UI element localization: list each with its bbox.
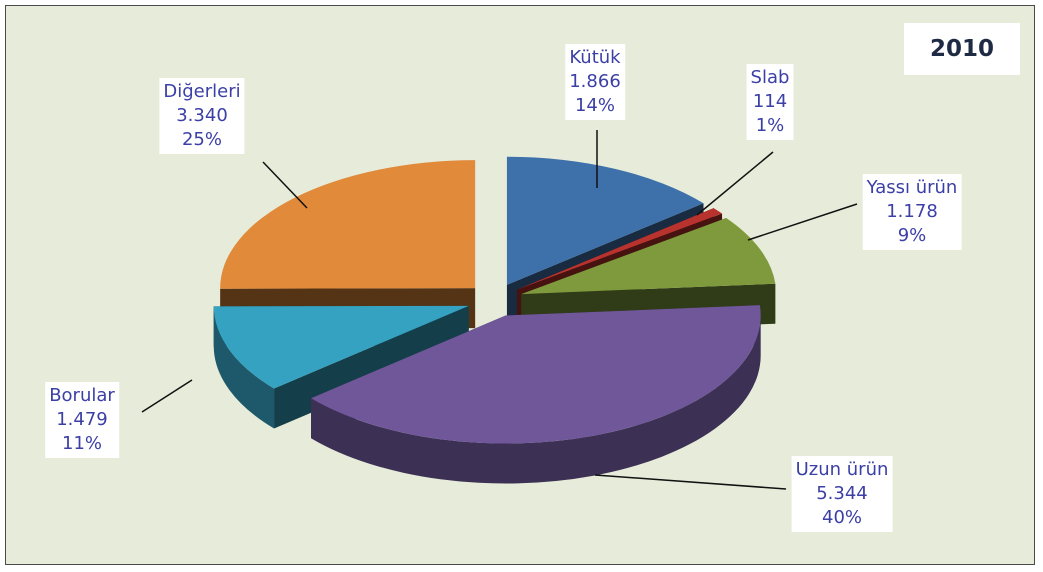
slice-value: 1.479 <box>56 409 108 430</box>
data-label-2: Yassı ürün 1.178 9% <box>862 174 962 250</box>
data-label-4: Borular 1.479 11% <box>45 382 119 458</box>
slice-top-2 <box>521 217 776 295</box>
slice-name: Yassı ürün <box>866 177 958 198</box>
pie-slice-5 <box>220 160 476 329</box>
slice-percent: 14% <box>574 95 615 116</box>
data-label-5: Diğerleri 3.340 25% <box>159 78 245 154</box>
slice-name: Slab <box>750 67 790 88</box>
slice-top-5 <box>220 160 476 289</box>
slice-value: 1.178 <box>886 201 938 222</box>
slice-value: 1.866 <box>569 71 621 92</box>
leader-line-4 <box>141 379 193 413</box>
slice-name: Kütük <box>569 47 621 68</box>
slice-top-3 <box>311 305 761 444</box>
data-label-1: Slab 114 1% <box>746 64 794 140</box>
slice-name: Borular <box>49 385 115 406</box>
leader-line-5 <box>262 161 308 209</box>
slice-value: 114 <box>752 91 788 112</box>
slice-name: Diğerleri <box>163 81 241 102</box>
slice-percent: 40% <box>821 507 863 528</box>
slice-value: 3.340 <box>176 105 228 126</box>
leader-line-3 <box>594 474 787 490</box>
leader-line-2 <box>747 203 858 241</box>
slice-top-0 <box>506 156 704 285</box>
pie-slice-3 <box>311 305 761 484</box>
slice-outer-wall-3 <box>311 315 761 484</box>
slice-percent: 11% <box>61 433 103 454</box>
slice-percent: 1% <box>755 115 785 136</box>
slice-top-4 <box>213 305 469 389</box>
slice-percent: 9% <box>897 225 927 246</box>
slice-percent: 25% <box>181 129 222 150</box>
slice-value: 5.344 <box>816 483 868 504</box>
slice-outer-wall-4 <box>213 306 275 429</box>
leader-line-1 <box>696 151 774 216</box>
data-label-0: Kütük 1.866 14% <box>565 44 625 120</box>
slice-name: Uzun ürün <box>795 459 889 480</box>
data-label-3: Uzun ürün 5.344 40% <box>791 456 893 532</box>
chart-title: 2010 <box>904 23 1020 75</box>
slice-top-1 <box>517 208 723 290</box>
